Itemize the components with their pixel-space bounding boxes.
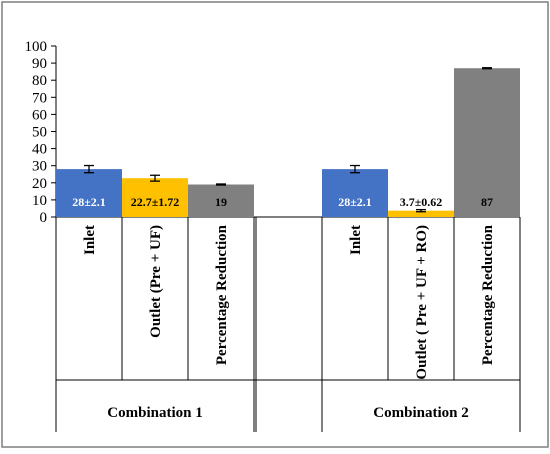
data-label: 87 <box>481 195 493 209</box>
group-label: Combination 2 <box>373 405 468 421</box>
category-label: Percentage Reduction <box>480 224 496 365</box>
y-tick-label: 50 <box>32 125 47 141</box>
category-label: Outlet ( Pre + UF + RO) <box>414 225 430 380</box>
bar <box>388 210 454 217</box>
y-tick-label: 20 <box>32 176 47 192</box>
data-label: 19 <box>215 195 227 209</box>
label-layer: 28±2.1 Inlet 22.7±1.72 Outlet (Pre + UF) 19 P… <box>72 195 496 421</box>
category-label: Outlet (Pre + UF) <box>148 225 164 338</box>
group-label: Combination 1 <box>107 405 202 421</box>
bar <box>188 184 254 217</box>
y-tick-label: 60 <box>32 107 47 123</box>
bar <box>122 178 188 217</box>
y-tick-label: 10 <box>32 193 47 209</box>
bar-layer <box>56 67 520 217</box>
y-tick-label: 80 <box>32 73 47 89</box>
data-label: 3.7±0.62 <box>400 195 443 209</box>
y-tick-label: 90 <box>32 56 47 72</box>
y-tick-label: 0 <box>40 210 48 226</box>
data-label: 28±2.1 <box>72 195 106 209</box>
bar <box>322 169 388 217</box>
data-label: 28±2.1 <box>338 195 372 209</box>
y-tick-label: 70 <box>32 90 47 106</box>
category-label: Inlet <box>348 225 364 255</box>
category-label: Percentage Reduction <box>214 224 230 365</box>
category-label: Inlet <box>82 225 98 255</box>
y-tick-label: 40 <box>32 142 47 158</box>
bar <box>454 68 520 217</box>
y-tick-label: 30 <box>32 159 47 175</box>
bar <box>56 169 122 217</box>
y-tick-label: 100 <box>25 39 48 55</box>
data-label: 22.7±1.72 <box>131 195 180 209</box>
